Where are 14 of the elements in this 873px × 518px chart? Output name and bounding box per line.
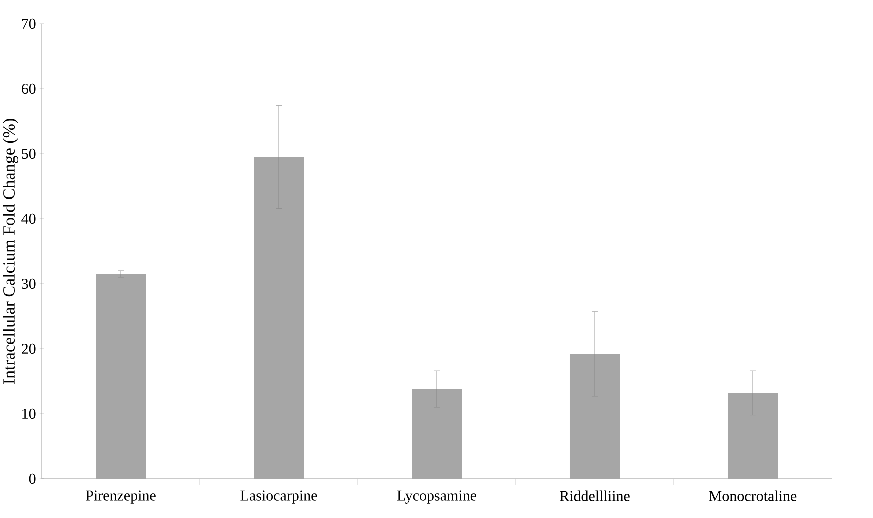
x-tick-label: Pirenzepine (86, 490, 156, 504)
x-tick-label: Lasiocarpine (240, 490, 318, 504)
y-tick-label: 0 (29, 474, 36, 484)
x-tick-label: Lycopsamine (397, 490, 476, 504)
y-tick-label: 50 (22, 148, 36, 160)
y-tick-label: 70 (22, 18, 36, 30)
y-tick-label: 10 (22, 408, 36, 420)
x-tick-label: Riddellliine (560, 490, 630, 502)
y-axis-title: Intracellular Calcium Fold Change (%) (3, 119, 18, 384)
y-tick-label: 60 (22, 84, 36, 94)
y-tick-label: 20 (22, 344, 36, 354)
x-tick-label: Monocrotaline (709, 490, 797, 502)
y-tick-label: 40 (22, 214, 36, 224)
y-tick-label: 30 (22, 278, 36, 290)
